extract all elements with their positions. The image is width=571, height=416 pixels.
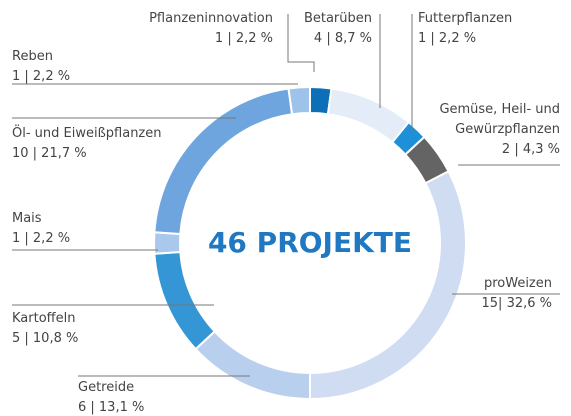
category-label: Mais xyxy=(12,211,42,226)
slice xyxy=(194,329,311,401)
center-label: 46 PROJEKTE xyxy=(208,226,412,259)
category-label: Öl- und Eiweißpflanzen xyxy=(12,126,162,141)
category-label: Kartoffeln xyxy=(12,311,76,326)
slice-label: proWeizen 15| 32,6 % xyxy=(430,274,552,314)
slice-label: Futterpflanzen 1 | 2,2 % xyxy=(418,9,548,49)
leader-line xyxy=(287,14,315,72)
value-label: 1 | 2,2 % xyxy=(12,69,71,84)
slice-label: Reben 1 | 2,2 % xyxy=(12,47,132,87)
category-label: proWeizen xyxy=(483,276,552,291)
value-label: 10 | 21,7 % xyxy=(12,146,87,161)
category-label: Gemüse, Heil- und Gewürzpflanzen xyxy=(439,102,560,137)
slice xyxy=(153,250,217,351)
slice-label: Mais 1 | 2,2 % xyxy=(12,209,132,249)
value-label: 1 | 2,2 % xyxy=(418,31,477,46)
slice-label: Betarüben 4 | 8,7 % xyxy=(290,9,372,49)
slice-label: Kartoffeln 5 | 10,8 % xyxy=(12,309,132,349)
value-label: 5 | 10,8 % xyxy=(12,331,79,346)
slice-label: Öl- und Eiweißpflanzen 10 | 21,7 % xyxy=(12,124,212,164)
category-label: Reben xyxy=(12,49,53,64)
value-label: 15| 32,6 % xyxy=(481,296,552,311)
slice-label: Gemüse, Heil- und Gewürzpflanzen 2 | 4,3 … xyxy=(420,100,560,160)
value-label: 1 | 2,2 % xyxy=(214,31,273,46)
value-label: 1 | 2,2 % xyxy=(12,231,71,246)
value-label: 6 | 13,1 % xyxy=(78,400,145,415)
value-label: 4 | 8,7 % xyxy=(313,31,372,46)
slice xyxy=(287,85,311,116)
value-label: 2 | 4,3 % xyxy=(501,142,560,157)
slice-label: Pflanzeninnovation 1 | 2,2 % xyxy=(110,9,273,49)
slice xyxy=(152,231,182,255)
category-label: Futterpflanzen xyxy=(418,11,513,26)
category-label: Betarüben xyxy=(303,11,372,26)
category-label: Getreide xyxy=(78,380,135,395)
slice xyxy=(326,87,411,144)
slice-label: Getreide 6 | 13,1 % xyxy=(78,378,198,416)
category-label: Pflanzeninnovation xyxy=(149,11,273,26)
